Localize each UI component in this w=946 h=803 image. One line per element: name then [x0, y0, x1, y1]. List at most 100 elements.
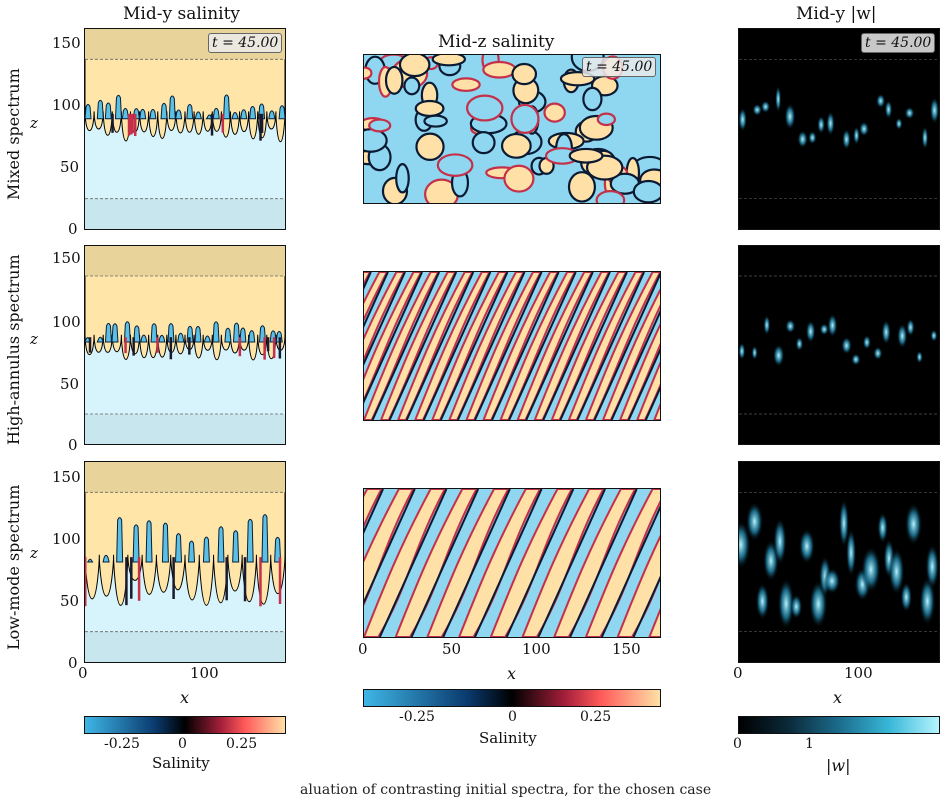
- middle-column-title: Mid-z salinity: [438, 32, 555, 52]
- time-badge-right: t = 45.00: [861, 33, 936, 53]
- z-tick: 100: [52, 96, 81, 114]
- z-tick: 50: [60, 158, 80, 176]
- velocity-magnitude-slice: [739, 58, 939, 200]
- salinity-stripe: [653, 402, 660, 420]
- w-blob: [929, 96, 939, 124]
- salinity-cell: [510, 103, 540, 135]
- salinity-stripe-edge: [378, 489, 448, 637]
- w-blob: [755, 582, 770, 620]
- w-colorbar: [738, 716, 940, 734]
- w-blob: [897, 323, 908, 349]
- left-panel-high-annulus: [84, 245, 286, 445]
- w-blob: [823, 567, 841, 595]
- salinity-stripe-edge: [364, 489, 416, 605]
- w-blob: [862, 335, 872, 350]
- rising-finger: [194, 326, 202, 343]
- colorbar-tick: 0: [178, 736, 187, 752]
- w-blob: [895, 117, 903, 130]
- velocity-magnitude-slice: [739, 491, 939, 633]
- salinity-horizontal-slice: [364, 272, 660, 420]
- z-tick: 150: [52, 249, 81, 267]
- x-axis-label-right: x: [833, 688, 843, 707]
- salinity-colorbar-middle: [363, 689, 661, 707]
- lower-band: [85, 198, 285, 229]
- rising-finger: [268, 110, 276, 120]
- rising-finger: [96, 99, 104, 120]
- rising-finger: [232, 530, 240, 563]
- w-blob: [739, 107, 747, 132]
- z-tick: 150: [52, 34, 81, 52]
- middle-panel-high-annulus: [363, 271, 661, 421]
- time-badge-middle: t = 45.00: [582, 57, 657, 77]
- rising-finger: [203, 335, 212, 343]
- colorbar-label-middle: Salinity: [479, 729, 537, 747]
- salinity-stripe-edge: [439, 272, 509, 420]
- upper-band: [85, 246, 285, 276]
- w-blob: [827, 313, 838, 338]
- salinity-cell: [595, 190, 626, 203]
- salinity-stripe-edge: [364, 272, 406, 366]
- w-blob: [785, 319, 796, 334]
- colorbar-label-left: Salinity: [152, 754, 210, 772]
- salinity-cell: [465, 94, 504, 122]
- left-column-title: Mid-y salinity: [123, 4, 241, 24]
- salinity-stripe-edge: [569, 489, 638, 637]
- salinity-stripe-edge: [364, 489, 384, 534]
- w-blob: [881, 319, 891, 345]
- z-tick: 50: [60, 592, 80, 610]
- w-blob: [826, 111, 835, 136]
- w-blob: [808, 130, 817, 145]
- rising-finger: [232, 322, 241, 343]
- rising-finger: [96, 336, 105, 343]
- w-blob: [795, 336, 804, 352]
- salinity-vertical-slice: [85, 29, 285, 229]
- w-blob: [775, 85, 782, 113]
- w-blob: [873, 346, 883, 361]
- w-blob: [904, 502, 923, 546]
- rising-finger: [188, 540, 196, 563]
- x-axis-label-middle: x: [507, 664, 517, 683]
- w-blob: [739, 342, 746, 361]
- rising-finger: [150, 323, 158, 343]
- rising-finger: [223, 94, 231, 120]
- w-blob: [884, 99, 893, 119]
- w-blob: [876, 93, 886, 109]
- rising-finger: [212, 107, 220, 120]
- w-blob: [842, 128, 851, 150]
- salinity-cell: [436, 153, 474, 177]
- rising-finger: [274, 536, 282, 563]
- w-blob: [784, 103, 796, 130]
- colorbar-tick: 0.25: [580, 709, 612, 725]
- w-blob: [817, 115, 826, 134]
- w-blob: [777, 578, 795, 630]
- salinity-stripe-edge: [364, 272, 389, 328]
- velocity-magnitude-slice: [739, 275, 939, 415]
- w-blob: [797, 130, 808, 149]
- rising-finger: [132, 524, 140, 563]
- salinity-cell: [500, 132, 532, 159]
- salinity-cell: [568, 147, 604, 164]
- colorbar-tick: 0: [508, 709, 517, 725]
- salinity-stripe-edge: [644, 385, 660, 420]
- salinity-vertical-slice: [85, 246, 285, 444]
- salinity-cell: [451, 77, 481, 92]
- w-blob: [841, 336, 852, 355]
- salinity-cell: [482, 60, 517, 79]
- w-blob: [853, 126, 860, 145]
- rising-finger: [85, 103, 92, 120]
- rising-finger: [116, 517, 124, 563]
- x-axis-label-left: x: [180, 688, 190, 707]
- salinity-stripe-edge: [422, 272, 492, 420]
- right-column-title: Mid-y |w|: [796, 4, 877, 24]
- w-colorbar-label: |w|: [826, 756, 851, 775]
- w-blob: [760, 100, 771, 113]
- row-label-high-annulus: High-annulus spectrum: [4, 254, 23, 445]
- w-blob: [859, 121, 870, 137]
- salinity-stripe-edge: [632, 575, 660, 637]
- z-tick: 100: [52, 530, 81, 548]
- salinity-cell: [403, 76, 421, 96]
- salinity-stripe: [648, 607, 660, 637]
- salinity-cell: [423, 114, 448, 128]
- rising-finger: [248, 330, 256, 343]
- salinity-stripe-edge: [405, 272, 475, 420]
